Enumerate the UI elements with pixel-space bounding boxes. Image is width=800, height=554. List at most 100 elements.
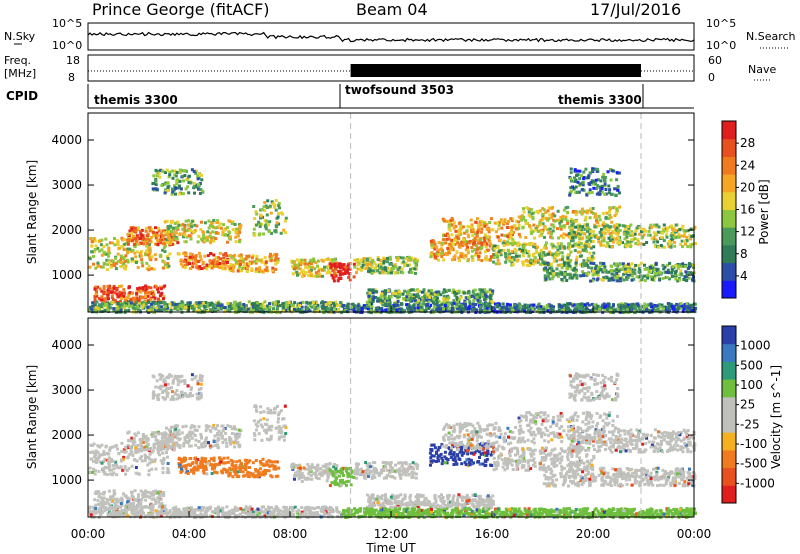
echo-cell [467, 235, 471, 239]
echo-cell [560, 266, 564, 270]
echo-cell [475, 295, 479, 299]
echo-cell [163, 250, 167, 254]
echo-cell [369, 311, 373, 315]
echo-cell [538, 253, 542, 257]
echo-cell [388, 269, 392, 273]
echo-cell [107, 246, 111, 250]
echo-cell [630, 230, 634, 234]
echo-cell [194, 257, 197, 260]
echo-cell [202, 234, 206, 238]
echo-cell [190, 262, 194, 266]
echo-cell [681, 224, 685, 228]
echo-cell [176, 178, 180, 182]
echo-cell [218, 262, 222, 265]
echo-cell [673, 244, 677, 248]
echo-cell [300, 258, 304, 262]
echo-cell [467, 291, 471, 295]
echo-cell [618, 223, 622, 227]
echo-cell [132, 242, 136, 246]
echo-cell [615, 223, 619, 226]
echo-cell [656, 240, 660, 244]
echo-cell [559, 225, 562, 228]
echo-cell [405, 303, 409, 307]
echo-cell [157, 226, 161, 230]
echo-cell [211, 261, 214, 265]
echo-cell [524, 222, 528, 226]
echo-cell [574, 244, 578, 248]
echo-cell [305, 300, 309, 304]
echo-cell [479, 305, 483, 309]
echo-cell [670, 268, 674, 272]
echo-cell [579, 232, 582, 236]
echo-cell [150, 255, 154, 259]
echo-cell [674, 264, 678, 268]
echo-cell [119, 265, 123, 269]
echo-cell [582, 248, 586, 252]
echo-cell [612, 278, 616, 282]
echo-cell [102, 304, 106, 308]
echo-cell [640, 275, 644, 279]
echo-cell [453, 242, 457, 246]
echo-cell [259, 306, 263, 310]
echo-cell [608, 225, 612, 229]
echo-cell [326, 307, 330, 311]
echo-cell [650, 237, 654, 241]
echo-cell [100, 461, 104, 465]
echo-cell [665, 275, 669, 279]
echo-cell [93, 248, 97, 251]
echo-cell [163, 237, 167, 241]
colorbar-segment [722, 174, 736, 193]
echo-cell [128, 452, 132, 456]
echo-cell [250, 256, 254, 260]
echo-cell [551, 212, 555, 216]
echo-cell [413, 306, 417, 310]
echo-cell [197, 260, 201, 263]
echo-cell [194, 305, 198, 309]
echo-cell [585, 240, 589, 243]
echo-cell [159, 301, 163, 305]
echo-cell [572, 268, 576, 272]
echo-cell [212, 258, 216, 262]
echo-cell [583, 264, 587, 268]
echo-cell [94, 306, 98, 310]
echo-cell [473, 293, 477, 297]
echo-cell [168, 170, 172, 174]
echo-cell [263, 256, 267, 260]
colorbar-segment [722, 262, 736, 281]
echo-cell [239, 307, 243, 311]
echo-cell [193, 260, 197, 264]
echo-cell [514, 306, 517, 310]
echo-cell [116, 260, 120, 264]
echo-cell [284, 304, 288, 308]
echo-cell [461, 239, 465, 243]
echo-cell [126, 242, 130, 246]
echo-cell [608, 210, 611, 213]
echo-cell [567, 247, 571, 251]
echo-cell [548, 271, 552, 275]
echo-cell [168, 239, 172, 242]
echo-cell [151, 300, 155, 304]
echo-cell [248, 307, 252, 311]
echo-cell [90, 250, 94, 254]
echo-cell [94, 449, 98, 453]
echo-cell [576, 232, 580, 236]
echo-cell [565, 279, 569, 282]
echo-cell [583, 244, 587, 248]
echo-cell [442, 258, 446, 262]
echo-cell [147, 291, 150, 295]
echo-cell [172, 301, 176, 305]
echo-cell [116, 252, 120, 256]
echo-cell [214, 309, 218, 313]
echo-cell [665, 229, 669, 233]
echo-cell [373, 266, 377, 270]
echo-cell [584, 215, 588, 219]
echo-cell [672, 235, 676, 239]
colorbar-segment [722, 244, 736, 264]
echo-cell [116, 305, 120, 309]
echo-cell [300, 270, 304, 274]
echo-cell [369, 296, 373, 300]
echo-cell [485, 302, 489, 306]
echo-cell [207, 226, 211, 230]
noise-panel: N.Sky 10^5 10^0 10^5 10^0 N.Search [4, 17, 796, 52]
echo-cell [124, 304, 128, 308]
